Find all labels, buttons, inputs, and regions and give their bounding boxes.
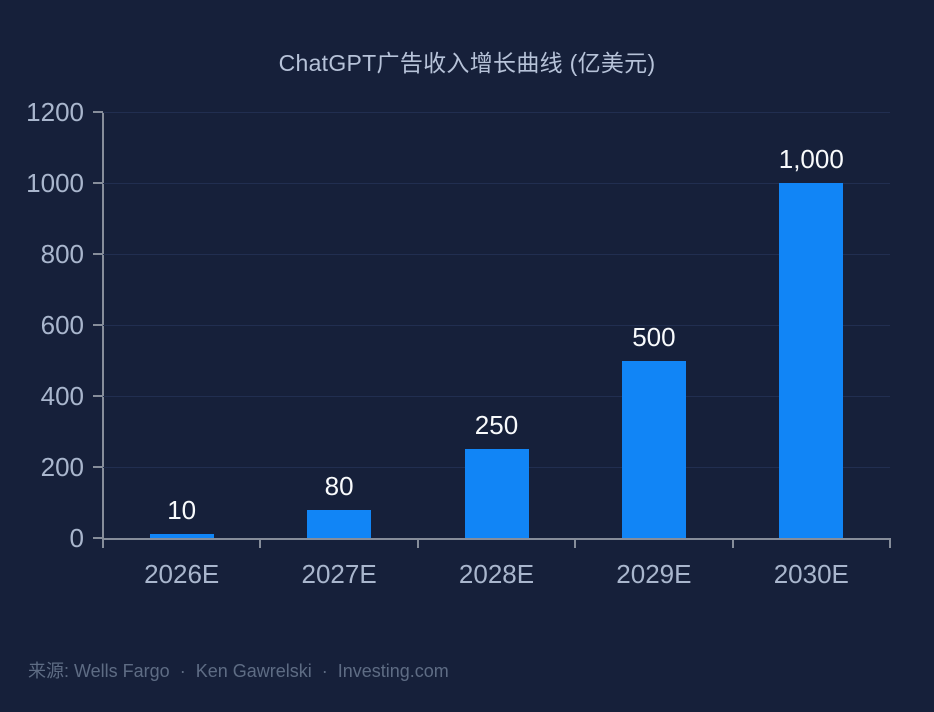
bar-2028E — [464, 449, 529, 538]
y-axis-tick — [93, 182, 103, 184]
x-axis-line — [102, 538, 890, 540]
plot-area: 0 200 400 600 800 1000 1200 10 2026E 80 2027E 250 20… — [26, 97, 891, 589]
bar-value-label-2030E: 1,000 — [778, 144, 844, 174]
gridline — [103, 253, 890, 255]
x-axis-category-label-2027E: 2027E — [301, 559, 377, 589]
bar-value-label-2029E: 500 — [632, 321, 676, 352]
x-axis-tick — [574, 538, 577, 548]
gridline — [103, 324, 890, 326]
y-axis-tick-label: 600 — [40, 310, 84, 340]
bar-value-label-2027E: 80 — [324, 470, 354, 501]
x-axis-tick — [889, 538, 891, 548]
gridline — [103, 395, 890, 397]
chart-title: ChatGPT广告收入增长曲线 (亿美元) — [278, 50, 656, 76]
x-axis-tick — [731, 538, 734, 548]
x-axis-category-label-2028E: 2028E — [458, 559, 535, 589]
bar-value-label-2028E: 250 — [474, 410, 519, 441]
y-axis-tick-label: 0 — [69, 523, 84, 553]
x-axis-category-label-2029E: 2029E — [616, 559, 692, 589]
bar-2029E — [621, 360, 686, 538]
y-axis-tick-label: 400 — [40, 381, 84, 411]
gridline — [103, 182, 890, 184]
source-attribution: 来源: Wells Fargo · Ken Gawrelski · Invest… — [28, 661, 449, 681]
x-axis-tick — [259, 538, 262, 548]
y-axis-tick — [93, 111, 103, 113]
y-axis-tick — [93, 253, 103, 255]
bar-2030E — [779, 183, 844, 538]
x-axis-tick — [416, 538, 419, 548]
x-axis-category-label-2030E: 2030E — [773, 559, 849, 589]
y-axis-tick — [93, 466, 103, 468]
y-axis-tick — [93, 537, 103, 539]
y-axis-line — [102, 112, 104, 547]
x-axis-tick — [102, 538, 104, 548]
y-axis-tick-label: 800 — [40, 239, 84, 269]
bar-2027E — [307, 509, 372, 538]
y-axis-tick-label: 1000 — [26, 168, 84, 198]
y-axis-tick-label: 1200 — [26, 97, 84, 127]
y-axis-tick-label: 200 — [40, 452, 84, 482]
y-axis-tick — [93, 395, 103, 397]
gridline — [103, 111, 890, 113]
bar-value-label-2026E: 10 — [167, 495, 197, 526]
bar-2026E — [149, 534, 214, 538]
x-axis-category-label-2026E: 2026E — [144, 559, 220, 589]
y-axis-tick — [93, 324, 103, 326]
